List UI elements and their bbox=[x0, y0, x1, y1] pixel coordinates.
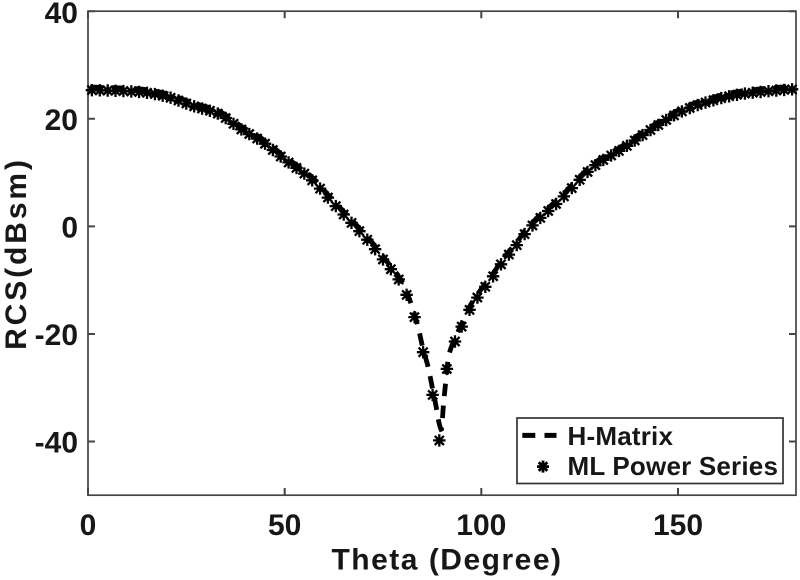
svg-text:50: 50 bbox=[268, 509, 301, 542]
svg-text:100: 100 bbox=[456, 509, 506, 542]
svg-text:0: 0 bbox=[80, 509, 97, 542]
svg-text:H-Matrix: H-Matrix bbox=[568, 421, 674, 451]
svg-text:-20: -20 bbox=[35, 319, 78, 352]
svg-text:ML Power Series: ML Power Series bbox=[568, 451, 779, 481]
svg-text:RCS(dBsm): RCS(dBsm) bbox=[0, 157, 33, 350]
svg-text:20: 20 bbox=[45, 104, 78, 137]
svg-text:0: 0 bbox=[61, 211, 78, 244]
svg-text:40: 40 bbox=[45, 0, 78, 30]
svg-text:Theta (Degree): Theta (Degree) bbox=[331, 544, 562, 577]
svg-text:-40: -40 bbox=[35, 426, 78, 459]
svg-text:150: 150 bbox=[653, 509, 703, 542]
